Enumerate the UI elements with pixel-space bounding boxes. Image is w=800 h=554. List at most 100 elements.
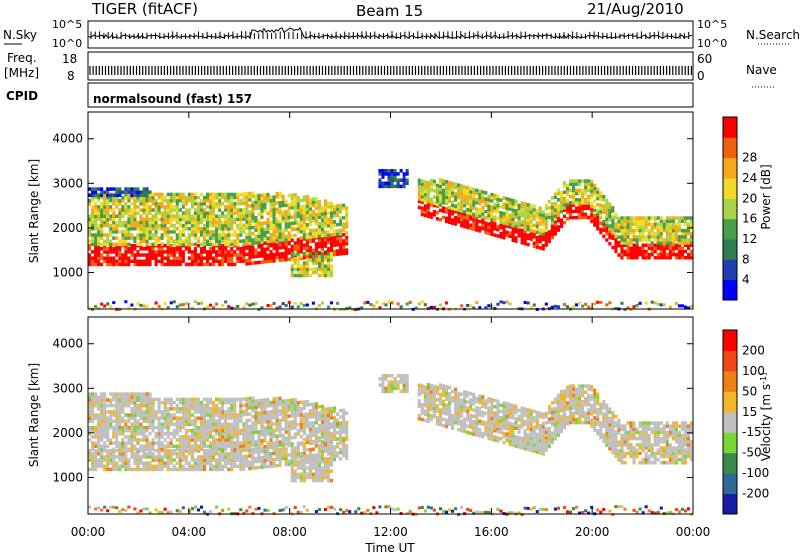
power-cell bbox=[178, 220, 182, 225]
velocity-cell bbox=[290, 472, 294, 477]
velocity-cell bbox=[218, 400, 222, 405]
power-cell bbox=[632, 305, 636, 309]
power-cell bbox=[293, 205, 297, 210]
power-cell bbox=[472, 218, 476, 222]
power-cell bbox=[254, 222, 258, 226]
power-cell bbox=[317, 231, 321, 235]
power-cell bbox=[251, 206, 255, 211]
velocity-cell bbox=[112, 395, 116, 399]
power-cell bbox=[559, 209, 563, 214]
power-cell bbox=[647, 246, 651, 251]
power-cell bbox=[157, 236, 161, 240]
velocity-cell bbox=[142, 392, 146, 396]
velocity-cell bbox=[263, 445, 267, 449]
velocity-cell bbox=[218, 467, 222, 472]
velocity-cell bbox=[251, 436, 255, 441]
velocity-cell bbox=[248, 418, 252, 423]
velocity-cell bbox=[97, 441, 101, 445]
power-cell bbox=[608, 301, 612, 305]
velocity-cell bbox=[254, 445, 258, 450]
power-cell bbox=[584, 302, 588, 306]
power-cell bbox=[490, 214, 494, 219]
velocity-cell bbox=[221, 407, 225, 411]
velocity-cell bbox=[251, 463, 255, 467]
power-cell bbox=[596, 187, 600, 191]
velocity-cell bbox=[169, 397, 173, 402]
power-cell bbox=[674, 222, 678, 227]
power-cell bbox=[100, 193, 104, 198]
power-cell bbox=[481, 193, 485, 197]
power-cell bbox=[148, 233, 152, 237]
velocity-cell bbox=[302, 448, 306, 452]
velocity-cell bbox=[305, 418, 309, 423]
power-cell bbox=[175, 250, 179, 254]
power-cell bbox=[248, 235, 252, 239]
power-cell bbox=[281, 242, 285, 247]
power-heatmap-cells bbox=[88, 169, 694, 312]
power-cell bbox=[133, 214, 137, 219]
power-cell bbox=[653, 235, 657, 239]
velocity-cell bbox=[130, 447, 134, 452]
power-cell bbox=[336, 243, 340, 247]
power-cell bbox=[139, 190, 143, 194]
power-cell bbox=[311, 197, 315, 201]
velocity-cell bbox=[260, 426, 264, 431]
power-cell bbox=[671, 238, 675, 242]
power-cell bbox=[484, 227, 488, 232]
power-cell bbox=[209, 242, 213, 247]
power-cell bbox=[290, 267, 294, 272]
velocity-cell bbox=[112, 435, 116, 439]
power-cell bbox=[390, 169, 394, 173]
power-cell bbox=[671, 225, 675, 230]
velocity-cell bbox=[166, 435, 170, 439]
velocity-cell bbox=[115, 392, 119, 396]
power-cell bbox=[451, 194, 455, 198]
power-cell bbox=[426, 196, 430, 201]
velocity-cell bbox=[293, 460, 297, 464]
velocity-cell bbox=[166, 511, 170, 515]
velocity-cell bbox=[202, 461, 207, 465]
velocity-cell bbox=[257, 453, 261, 457]
power-cell bbox=[438, 200, 442, 204]
power-cell bbox=[466, 207, 470, 212]
power-cell bbox=[227, 236, 231, 240]
power-cell bbox=[665, 243, 669, 248]
power-cell bbox=[236, 202, 240, 206]
power-cell bbox=[287, 257, 291, 262]
power-cell bbox=[502, 226, 506, 231]
power-cell bbox=[305, 246, 309, 250]
power-cell bbox=[659, 249, 663, 254]
power-cell bbox=[169, 243, 173, 248]
velocity-cell bbox=[205, 428, 210, 433]
velocity-cell bbox=[130, 441, 134, 445]
power-cell bbox=[257, 221, 261, 226]
power-ytick-label: 4000 bbox=[52, 132, 83, 146]
velocity-cell bbox=[187, 428, 191, 433]
power-cell bbox=[127, 195, 131, 200]
power-cell bbox=[393, 184, 397, 189]
power-cell bbox=[221, 303, 225, 307]
power-cell bbox=[272, 207, 276, 212]
power-cell bbox=[148, 205, 152, 209]
power-cell bbox=[605, 211, 609, 215]
velocity-cell bbox=[230, 467, 234, 472]
velocity-cell bbox=[91, 410, 95, 414]
velocity-cell bbox=[260, 401, 264, 406]
velocity-cell bbox=[181, 447, 185, 452]
velocity-cell bbox=[172, 416, 176, 420]
velocity-cell bbox=[290, 463, 294, 467]
power-cell bbox=[529, 219, 533, 224]
power-cell bbox=[339, 252, 343, 256]
power-cell bbox=[115, 214, 119, 219]
velocity-cell bbox=[209, 455, 213, 459]
power-cell bbox=[541, 219, 545, 224]
power-cell bbox=[481, 199, 485, 204]
power-cell bbox=[426, 181, 430, 185]
power-cell bbox=[175, 256, 179, 260]
velocity-cell bbox=[199, 435, 204, 439]
power-cell bbox=[103, 211, 107, 215]
power-cell bbox=[218, 198, 222, 203]
velocity-cell bbox=[233, 444, 237, 448]
velocity-cell bbox=[293, 475, 297, 480]
power-cell bbox=[330, 301, 334, 305]
